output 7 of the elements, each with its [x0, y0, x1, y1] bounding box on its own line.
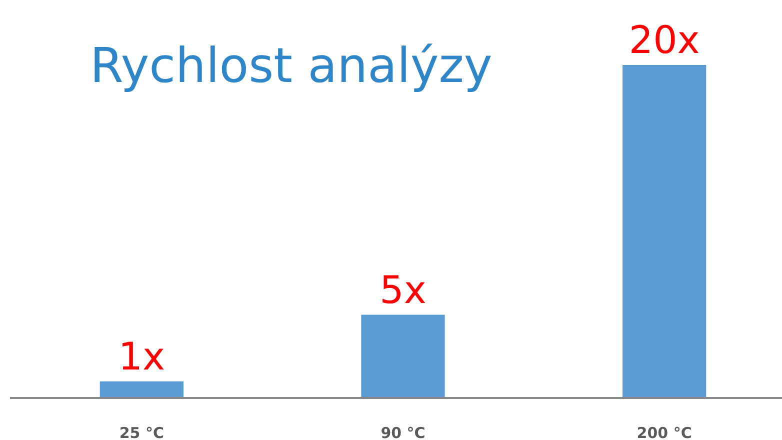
x-tick-label: 200 °C [636, 424, 692, 440]
x-tick-label: 25 °C [119, 424, 164, 440]
data-label: 20x [628, 18, 700, 62]
data-label: 1x [118, 334, 166, 378]
x-tick-label: 90 °C [380, 424, 426, 440]
data-label: 5x [380, 268, 426, 312]
chart-title: Rychlost analýzy [90, 38, 492, 94]
